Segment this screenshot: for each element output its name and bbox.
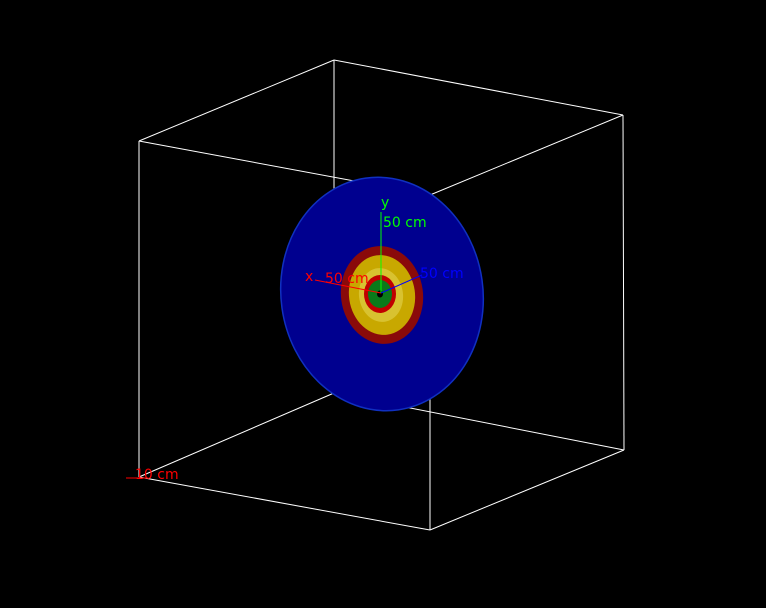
box-edge	[622, 114, 625, 451]
center-hole	[377, 290, 383, 298]
x-axis-line	[314, 279, 382, 294]
z-axis-scale-label: 50 cm	[420, 266, 464, 282]
box-edge	[138, 392, 335, 478]
box-edge	[138, 476, 431, 531]
z-axis-line	[380, 274, 423, 294]
world-bounding-box	[138, 59, 625, 531]
box-edge	[429, 114, 624, 196]
box-edge	[333, 59, 624, 116]
y-axis-scale-label: 50 cm	[383, 215, 427, 231]
x-axis-label: x	[305, 269, 313, 285]
y-axis-label: y	[381, 195, 389, 211]
axes: x 50 cm y 50 cm 50 cm	[305, 195, 464, 294]
box-edge	[138, 59, 335, 142]
scale-marker-label: 10 cm	[135, 467, 179, 483]
x-axis-scale-label: 50 cm	[325, 271, 369, 287]
box-edge	[429, 449, 625, 531]
scale-marker: 10 cm	[126, 467, 179, 483]
detector-geometry[interactable]	[266, 164, 499, 424]
